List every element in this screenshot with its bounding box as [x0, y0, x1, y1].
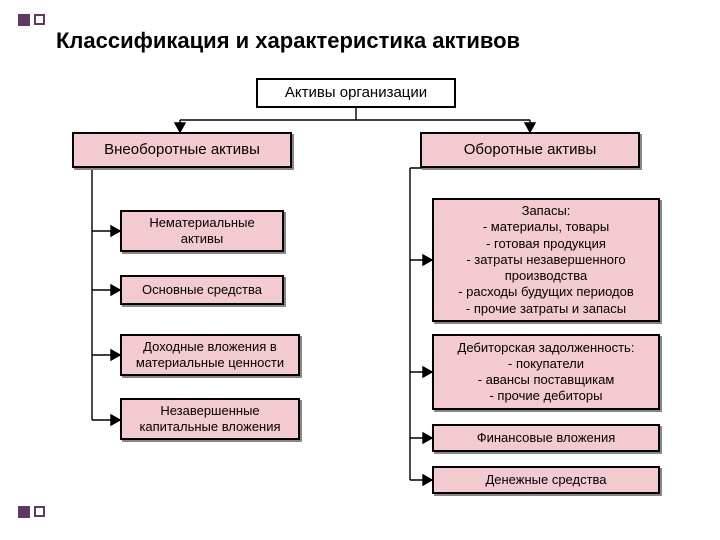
- left-item: Доходные вложения вматериальные ценности: [120, 334, 300, 376]
- right-item-label: Финансовые вложения: [477, 430, 616, 446]
- page-title: Классификация и характеристика активов: [56, 28, 520, 54]
- branch-right-label: Оборотные активы: [464, 141, 596, 160]
- bullet-icon: [18, 506, 30, 518]
- left-item: Основные средства: [120, 275, 284, 305]
- right-item: Запасы:- материалы, товары- готовая прод…: [432, 198, 660, 322]
- bullet-icon: [34, 506, 45, 517]
- left-item: Нематериальныеактивы: [120, 210, 284, 252]
- right-item-label: Денежные средства: [485, 472, 606, 488]
- left-item-label: Незавершенныекапитальные вложения: [139, 403, 280, 436]
- right-item-label: Запасы:- материалы, товары- готовая прод…: [458, 203, 634, 317]
- left-item-label: Доходные вложения вматериальные ценности: [136, 339, 284, 372]
- root-node: Активы организации: [256, 78, 456, 108]
- right-item: Финансовые вложения: [432, 424, 660, 452]
- branch-left-label: Внеоборотные активы: [104, 141, 260, 160]
- branch-right: Оборотные активы: [420, 132, 640, 168]
- branch-left: Внеоборотные активы: [72, 132, 292, 168]
- bullet-icon: [34, 14, 45, 25]
- right-item: Дебиторская задолженность:- покупатели- …: [432, 334, 660, 410]
- left-item-label: Нематериальныеактивы: [149, 215, 254, 248]
- root-label: Активы организации: [285, 84, 427, 103]
- left-item-label: Основные средства: [142, 282, 262, 298]
- bullet-icon: [18, 14, 30, 26]
- right-item: Денежные средства: [432, 466, 660, 494]
- right-item-label: Дебиторская задолженность:- покупатели- …: [458, 340, 635, 405]
- left-item: Незавершенныекапитальные вложения: [120, 398, 300, 440]
